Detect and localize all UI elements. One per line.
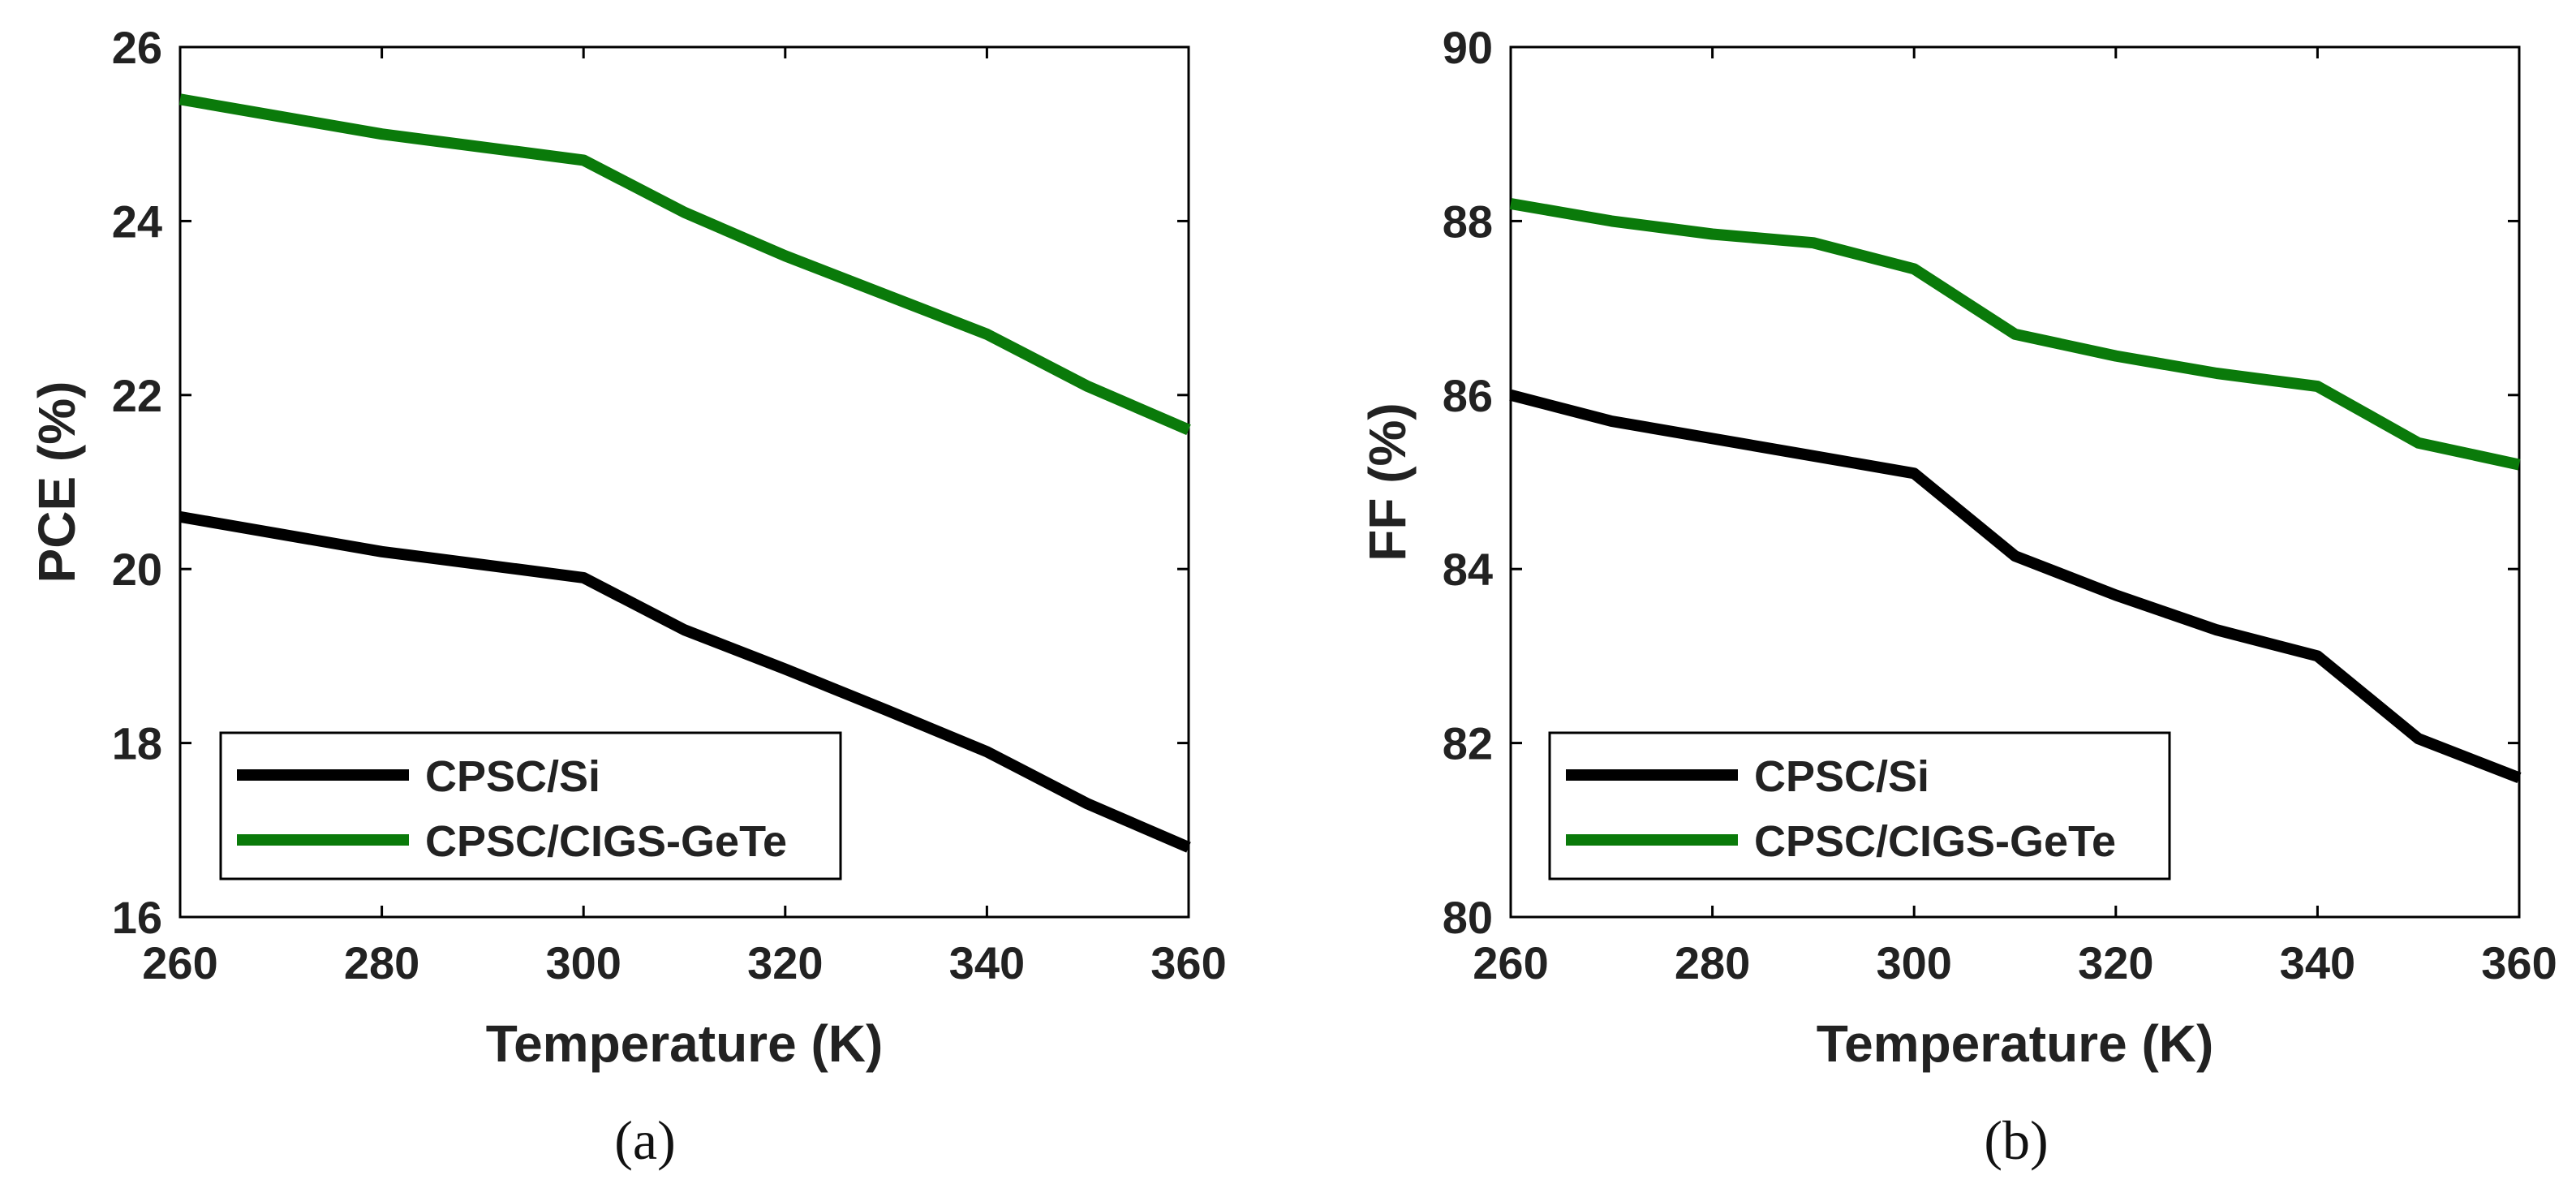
x-tick-label: 360 xyxy=(2481,937,2557,988)
panel-caption: (b) xyxy=(1984,1109,2048,1171)
legend-label: CPSC/CIGS-GeTe xyxy=(425,817,787,866)
legend-box xyxy=(1548,731,2171,880)
series-line-cpsc-si xyxy=(1509,390,2522,784)
y-tick-label: 18 xyxy=(112,718,162,769)
x-tick-label: 320 xyxy=(2078,937,2153,988)
x-tick-label: 260 xyxy=(142,937,217,988)
y-tick-label: 82 xyxy=(1443,718,1493,769)
caption-close-paren: ) xyxy=(657,1109,676,1171)
plot-frame xyxy=(1509,45,2521,919)
legend: CPSC/Si CPSC/CIGS-GeTe xyxy=(219,731,842,880)
legend-label: CPSC/Si xyxy=(425,752,600,801)
y-tick-label: 90 xyxy=(1443,22,1493,73)
chart-panel-b: 260 280 300 320 340 360 80 82 84 86 88 90 Temperatur… xyxy=(1358,22,2557,1171)
series-line-cpsc-cigs-gete xyxy=(178,93,1191,436)
x-tick-label: 280 xyxy=(344,937,419,988)
caption-open-paren: ( xyxy=(1984,1109,2002,1171)
series-line-cpsc-si xyxy=(178,511,1191,853)
y-tick-label: 26 xyxy=(112,22,162,73)
y-axis-title: PCE (%) xyxy=(28,381,86,583)
x-tick-label: 340 xyxy=(2280,937,2355,988)
x-tick-label: 320 xyxy=(747,937,823,988)
plot-frame xyxy=(178,45,1190,919)
legend-label: CPSC/CIGS-GeTe xyxy=(1754,817,2116,866)
x-axis-title: Temperature (K) xyxy=(1817,1014,2214,1073)
y-tick-label: 16 xyxy=(112,892,162,943)
x-tick-label: 340 xyxy=(949,937,1025,988)
series-line-cpsc-cigs-gete xyxy=(1509,198,2521,471)
x-tick-label: 260 xyxy=(1473,937,1548,988)
panel-caption: (a) xyxy=(614,1109,676,1171)
y-tick-label: 20 xyxy=(112,544,162,595)
x-tick-label: 300 xyxy=(1876,937,1951,988)
caption-close-paren: ) xyxy=(2030,1109,2049,1171)
y-tick-label: 22 xyxy=(112,370,162,421)
y-tick-label: 84 xyxy=(1443,544,1493,595)
y-axis-title: FF (%) xyxy=(1358,403,1417,562)
x-tick-label: 300 xyxy=(545,937,621,988)
legend-box xyxy=(219,731,842,880)
legend-label: CPSC/Si xyxy=(1754,752,1929,801)
chart-panel-a: 260 280 300 320 340 360 16 18 20 22 24 26 Temperatur… xyxy=(28,22,1227,1171)
panel-label: a xyxy=(633,1109,657,1171)
y-tick-label: 86 xyxy=(1443,370,1493,421)
y-tick-label: 24 xyxy=(112,196,162,247)
legend: CPSC/Si CPSC/CIGS-GeTe xyxy=(1548,731,2171,880)
x-tick-label: 280 xyxy=(1675,937,1750,988)
caption-open-paren: ( xyxy=(614,1109,633,1171)
y-tick-label: 80 xyxy=(1443,892,1493,943)
x-axis-title: Temperature (K) xyxy=(486,1014,884,1073)
y-tick-label: 88 xyxy=(1443,196,1493,247)
x-tick-label: 360 xyxy=(1150,937,1226,988)
panel-label: b xyxy=(2002,1109,2030,1171)
